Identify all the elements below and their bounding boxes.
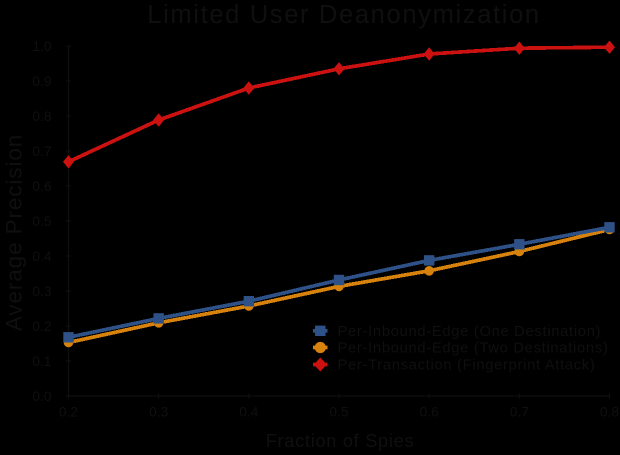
svg-text:0.6: 0.6	[32, 179, 52, 194]
svg-text:0.5: 0.5	[32, 214, 52, 229]
svg-text:0.4: 0.4	[32, 249, 52, 264]
svg-text:Average Precision: Average Precision	[2, 134, 27, 331]
svg-text:0.1: 0.1	[32, 354, 51, 369]
svg-text:0.5: 0.5	[329, 405, 349, 420]
svg-text:0.2: 0.2	[32, 319, 51, 334]
svg-text:Per-Transaction (Fingerprint A: Per-Transaction (Fingerprint Attack)	[338, 358, 596, 374]
svg-text:0.3: 0.3	[149, 405, 169, 420]
svg-text:0.7: 0.7	[510, 405, 529, 420]
svg-text:Fraction of Spies: Fraction of Spies	[266, 431, 415, 451]
svg-text:0.2: 0.2	[59, 405, 78, 420]
svg-text:Per-Inbound-Edge (Two Destinat: Per-Inbound-Edge (Two Destinations)	[338, 341, 609, 357]
svg-text:0.4: 0.4	[239, 405, 259, 420]
svg-text:0.9: 0.9	[32, 74, 52, 89]
svg-text:0.3: 0.3	[32, 284, 52, 299]
svg-text:0.8: 0.8	[32, 109, 52, 124]
svg-text:Limited User Deanonymization: Limited User Deanonymization	[147, 1, 541, 29]
svg-text:1.0: 1.0	[32, 39, 52, 54]
svg-text:0.8: 0.8	[600, 405, 620, 420]
svg-text:0.0: 0.0	[32, 389, 52, 404]
svg-text:Per-Inbound-Edge (One Destinat: Per-Inbound-Edge (One Destination)	[338, 324, 602, 340]
svg-text:0.7: 0.7	[32, 144, 51, 159]
svg-text:0.6: 0.6	[420, 405, 440, 420]
